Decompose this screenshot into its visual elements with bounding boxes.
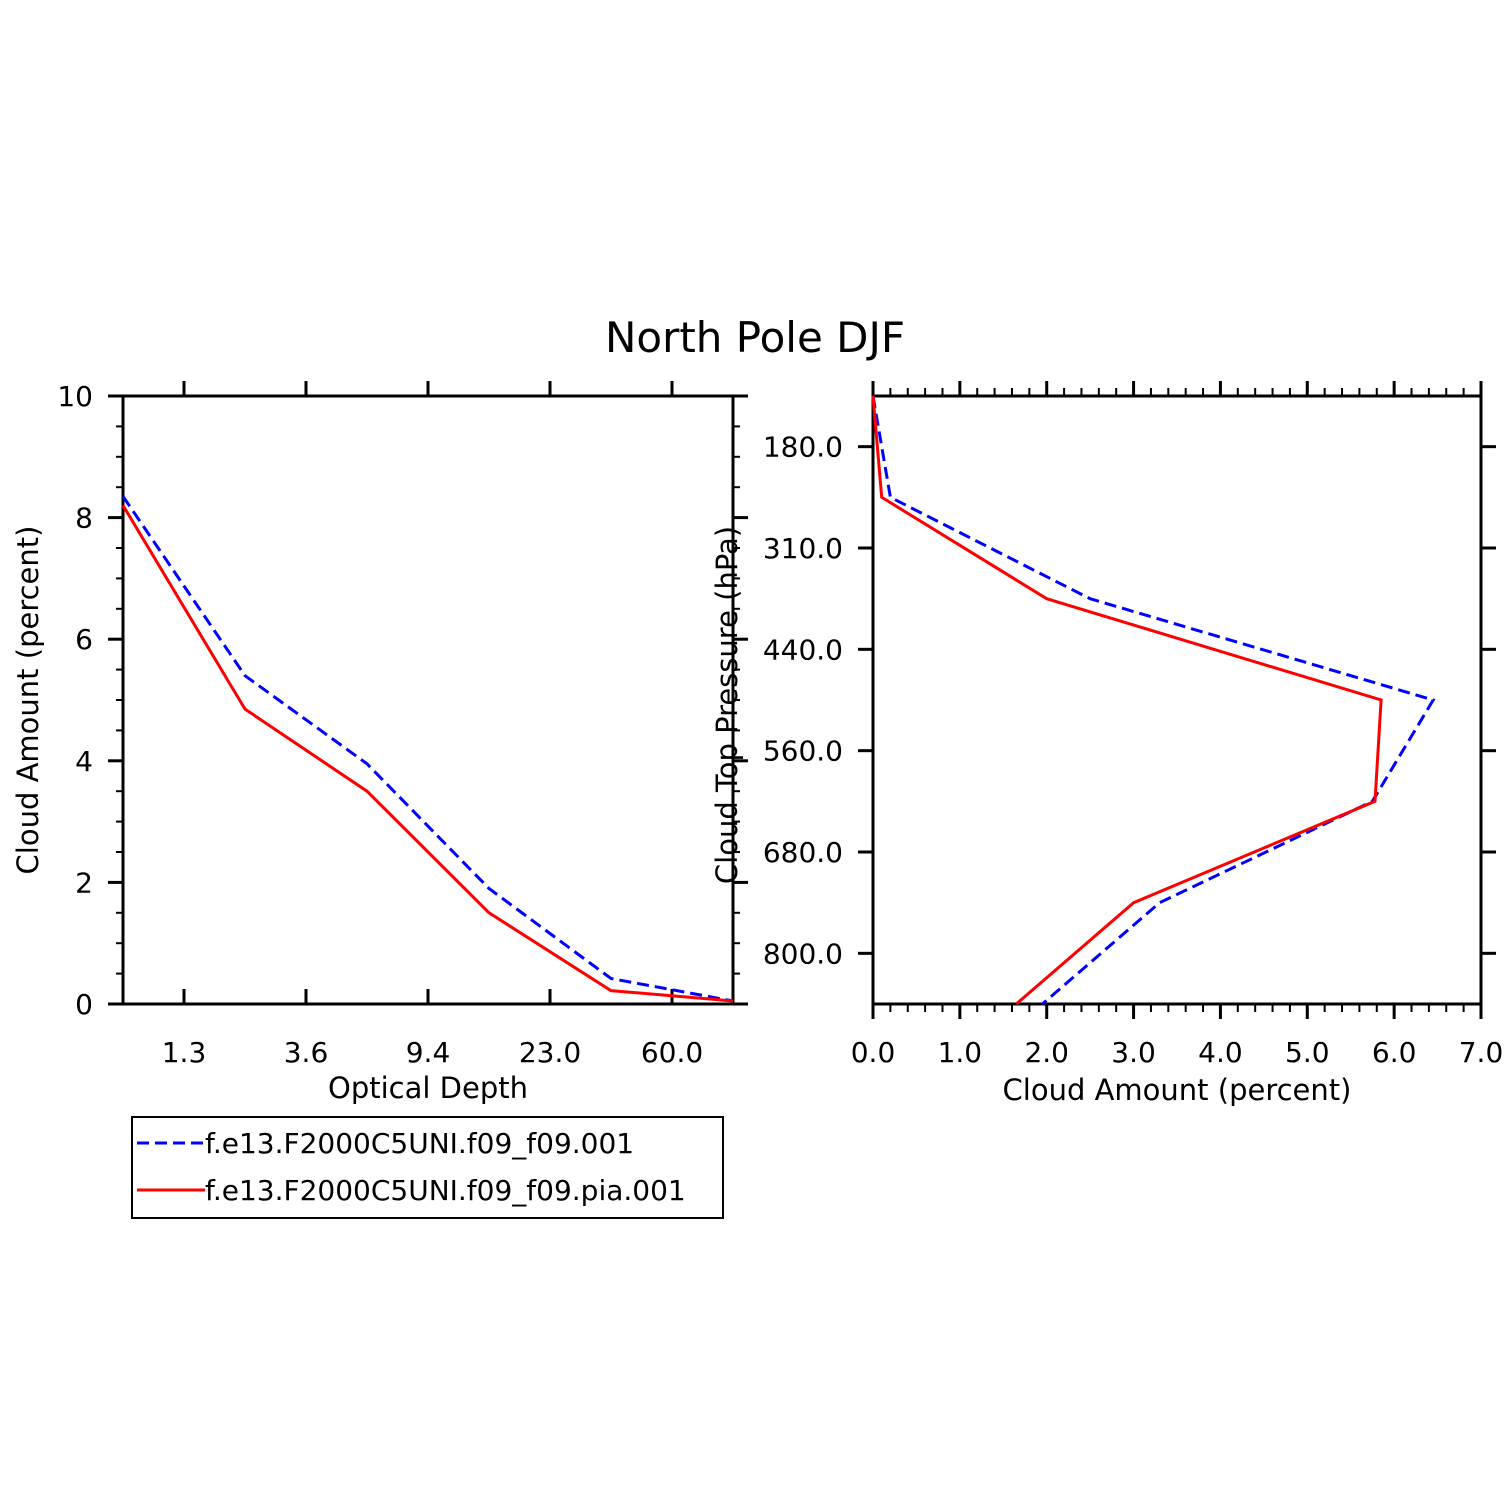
right-x-tick-label: 7.0 — [1459, 1036, 1504, 1069]
right-panel-cloud-top-pressure: 0.0 1.0 2.0 3.0 4.0 5.0 6.0 7.0 180.0 310.0 440.0 5… — [710, 381, 1503, 1107]
chart-title: North Pole DJF — [605, 313, 905, 362]
left-y-tick-label: 2 — [75, 866, 93, 899]
right-y-tick-label: 680.0 — [763, 836, 843, 869]
right-series-line-dashed — [871, 395, 1436, 1006]
left-x-tick-label: 23.0 — [519, 1036, 581, 1069]
left-plot-frame — [121, 394, 735, 1006]
right-x-tick-label: 4.0 — [1198, 1036, 1243, 1069]
right-x-tick-label: 5.0 — [1285, 1036, 1330, 1069]
left-series-line-dashed — [121, 495, 734, 1003]
right-x-tick-label: 6.0 — [1372, 1036, 1417, 1069]
right-y-tick-label: 560.0 — [763, 735, 843, 768]
right-y-axis-label: Cloud Top Pressure (hPa) — [710, 526, 744, 884]
right-y-tick-label: 800.0 — [763, 937, 843, 970]
left-x-axis-label: Optical Depth — [328, 1071, 528, 1105]
right-series — [871, 395, 1436, 1006]
right-ticks — [858, 381, 1496, 1019]
left-series — [121, 495, 734, 1003]
right-y-tick-label: 180.0 — [763, 431, 843, 464]
left-x-tick-label: 60.0 — [641, 1036, 703, 1069]
left-series-line-solid — [121, 504, 734, 1003]
right-x-tick-label: 3.0 — [1111, 1036, 1156, 1069]
left-ticks — [108, 381, 748, 1006]
right-series-line-solid — [871, 395, 1383, 1006]
left-y-tick-label: 4 — [75, 745, 93, 778]
left-y-tick-label: 6 — [75, 623, 93, 656]
legend-label-1: f.e13.F2000C5UNI.f09_f09.001 — [205, 1127, 634, 1160]
right-plot-frame — [871, 394, 1483, 1006]
left-y-axis-label: Cloud Amount (percent) — [11, 526, 45, 875]
left-tick-labels: 0 2 4 6 8 10 1.3 3.6 9.4 23.0 60.0 — [57, 380, 703, 1069]
right-x-tick-label: 1.0 — [938, 1036, 983, 1069]
legend: f.e13.F2000C5UNI.f09_f09.001 f.e13.F2000… — [131, 1116, 724, 1219]
right-x-axis-label: Cloud Amount (percent) — [1003, 1073, 1352, 1107]
left-y-tick-label: 8 — [75, 502, 93, 535]
legend-box — [131, 1116, 724, 1219]
left-y-tick-label: 10 — [57, 380, 93, 413]
right-x-tick-label: 2.0 — [1024, 1036, 1069, 1069]
legend-label-2: f.e13.F2000C5UNI.f09_f09.pia.001 — [205, 1174, 686, 1207]
right-x-tick-label: 0.0 — [851, 1036, 896, 1069]
left-x-tick-label: 3.6 — [284, 1036, 329, 1069]
left-x-tick-label: 9.4 — [406, 1036, 451, 1069]
left-y-tick-label: 0 — [75, 988, 93, 1021]
right-tick-labels: 0.0 1.0 2.0 3.0 4.0 5.0 6.0 7.0 180.0 310.0 440.0 5… — [763, 431, 1503, 1069]
left-panel-optical-depth: 0 2 4 6 8 10 1.3 3.6 9.4 23.0 60.0 Optical Depth C… — [11, 380, 748, 1105]
right-y-tick-label: 310.0 — [763, 532, 843, 565]
left-x-tick-label: 1.3 — [162, 1036, 207, 1069]
right-y-tick-label: 440.0 — [763, 633, 843, 666]
